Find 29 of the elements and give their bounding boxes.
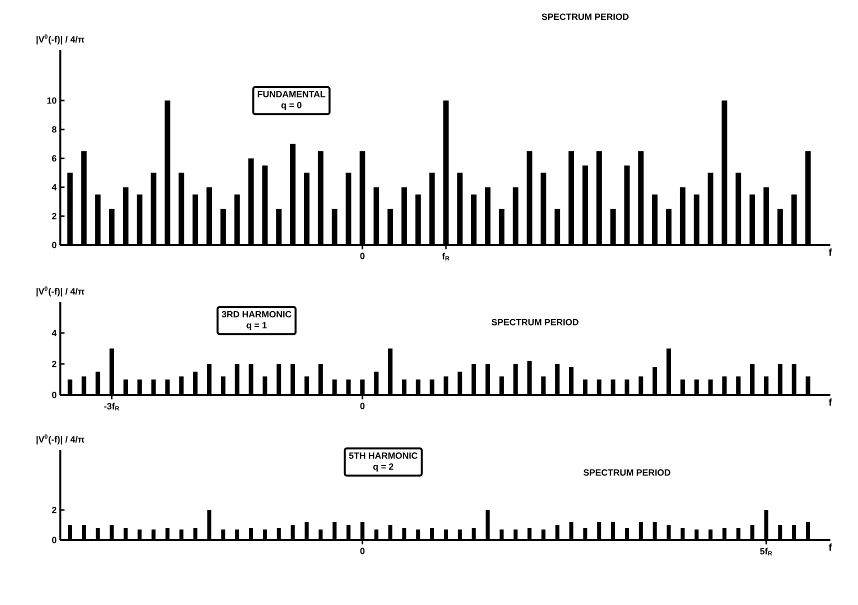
annotation: FUNDAMENTAL [258, 91, 326, 98]
y-tick-label: 2 [52, 360, 56, 368]
y-tick-label: 4 [52, 330, 57, 336]
annotation: q = 2 [373, 463, 394, 472]
y-tick-label: 0 [52, 242, 56, 248]
y-tick-label: 6 [52, 155, 56, 162]
annotation: SPECTRUM PERIOD [583, 469, 670, 476]
y-tick-label: 4 [52, 184, 57, 190]
annotation: q = 0 [281, 102, 302, 110]
y-tick-label: 0 [52, 536, 56, 544]
y-tick-label: 8 [52, 126, 56, 133]
x-tick-label: 5f$_{R}$ [760, 548, 772, 556]
y-axis-title: |V$^{0}$(-f)| / 4/π [36, 286, 84, 296]
x-axis-title: f [828, 544, 832, 551]
x-axis-title: f [828, 248, 832, 256]
y-axis-title: |V$^{0}$(-f)| / 4/π [36, 434, 84, 444]
y-tick-label: 2 [52, 212, 56, 220]
y-axis-title: |V$^{0}$(-f)| / 4/π [36, 34, 84, 44]
y-tick-label: 0 [52, 392, 56, 398]
x-tick-label: -3f$_{R}$ [104, 402, 120, 410]
y-tick-label: 10 [47, 97, 56, 104]
annotation: q = 1 [246, 322, 267, 330]
x-tick-label: f$_{R}$ [442, 252, 450, 260]
annotation: SPECTRUM PERIOD [492, 318, 578, 326]
x-axis-title: f [828, 398, 832, 406]
y-tick-label: 2 [52, 506, 56, 514]
annotation: 5TH HARMONIC [349, 452, 418, 459]
text: SPECTRUM PERIOD [542, 14, 629, 20]
annotation: 3RD HARMONIC [222, 311, 292, 318]
